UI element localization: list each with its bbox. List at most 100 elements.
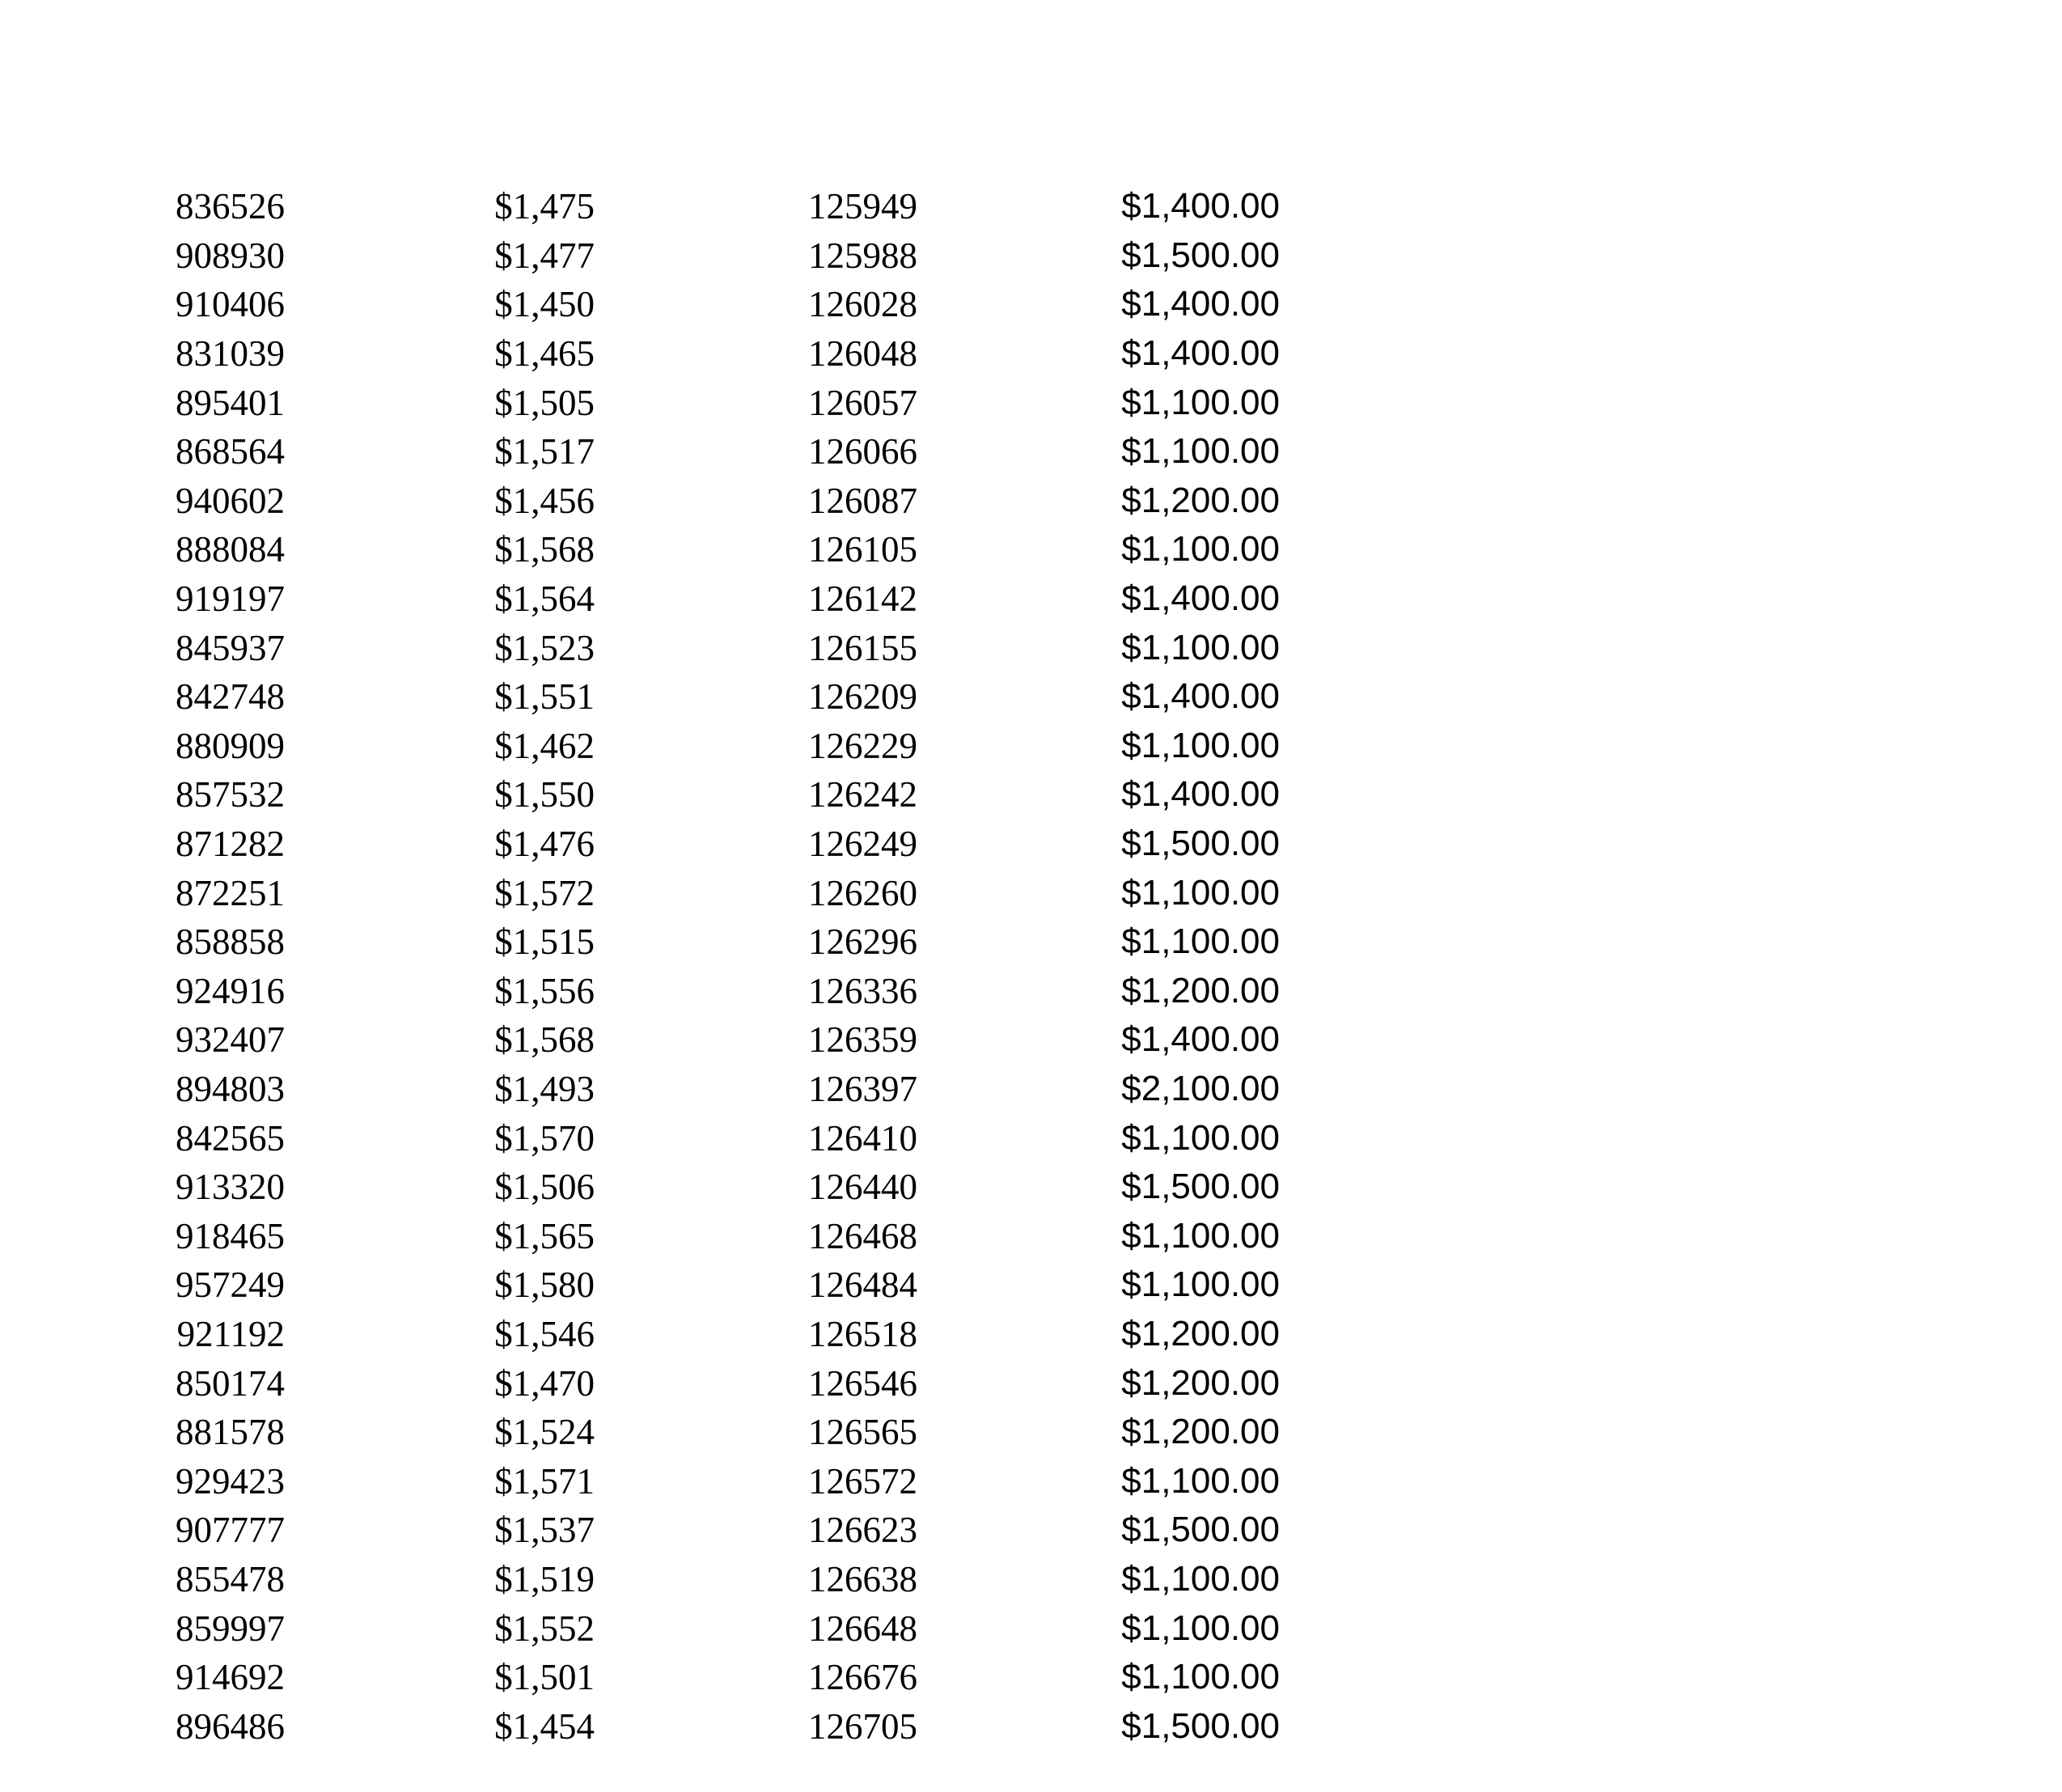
- cell-id-b: 126623: [808, 1510, 917, 1551]
- cell-amount-a: $1,493: [494, 1068, 595, 1109]
- cell-id-a: 910406: [176, 284, 285, 325]
- table-row: 918465 $1,565 126468 $1,100.00: [0, 1211, 1280, 1260]
- cell-id-a: 918465: [176, 1215, 285, 1256]
- cell-id-b: 126260: [808, 872, 917, 913]
- table-row: 842565 $1,570 126410 $1,100.00: [0, 1113, 1280, 1163]
- cell-id-a: 895401: [176, 382, 285, 423]
- cell-amount-b: $1,400.00: [1121, 578, 1280, 619]
- cell-amount-a: $1,572: [494, 872, 595, 913]
- cell-amount-b: $1,200.00: [1121, 1362, 1280, 1403]
- table-row: 957249 $1,580 126484 $1,100.00: [0, 1260, 1280, 1310]
- cell-amount-a: $1,501: [494, 1657, 595, 1698]
- cell-id-b: 126484: [808, 1265, 917, 1306]
- cell-id-b: 126066: [808, 431, 917, 472]
- cell-amount-a: $1,476: [494, 824, 595, 865]
- cell-amount-b: $1,400.00: [1121, 1019, 1280, 1060]
- table-row: 896486 $1,454 126705 $1,500.00: [0, 1701, 1280, 1751]
- cell-id-b: 126638: [808, 1558, 917, 1599]
- cell-amount-b: $1,500.00: [1121, 824, 1280, 864]
- cell-id-a: 913320: [176, 1167, 285, 1208]
- cell-amount-b: $1,400.00: [1121, 186, 1280, 227]
- table-row: 908930 $1,477 125988 $1,500.00: [0, 231, 1280, 281]
- cell-id-a: 894803: [176, 1068, 285, 1109]
- cell-id-a: 850174: [176, 1362, 285, 1404]
- cell-id-b: 126229: [808, 725, 917, 766]
- cell-amount-b: $1,500.00: [1121, 1510, 1280, 1550]
- cell-id-a: 919197: [176, 578, 285, 620]
- cell-id-a: 881578: [176, 1412, 285, 1453]
- table-row: 914692 $1,501 126676 $1,100.00: [0, 1653, 1280, 1702]
- cell-id-b: 126705: [808, 1705, 917, 1747]
- cell-id-b: 126057: [808, 382, 917, 423]
- cell-id-b: 126397: [808, 1068, 917, 1109]
- cell-amount-b: $1,100.00: [1121, 431, 1280, 472]
- cell-amount-b: $1,100.00: [1121, 872, 1280, 913]
- table-row: 919197 $1,564 126142 $1,400.00: [0, 574, 1280, 624]
- table-row: 868564 $1,517 126066 $1,100.00: [0, 427, 1280, 477]
- cell-amount-b: $1,400.00: [1121, 284, 1280, 324]
- table-row: 855478 $1,519 126638 $1,100.00: [0, 1555, 1280, 1604]
- table-row: 924916 $1,556 126336 $1,200.00: [0, 967, 1280, 1016]
- cell-id-b: 126410: [808, 1117, 917, 1159]
- cell-id-b: 126142: [808, 578, 917, 620]
- cell-amount-b: $1,500.00: [1121, 1167, 1280, 1207]
- cell-amount-b: $1,100.00: [1121, 1215, 1280, 1256]
- cell-amount-a: $1,568: [494, 1019, 595, 1061]
- cell-amount-a: $1,546: [494, 1313, 595, 1354]
- cell-id-b: 126155: [808, 627, 917, 668]
- cell-amount-b: $1,400.00: [1121, 774, 1280, 815]
- cell-amount-b: $1,200.00: [1121, 970, 1280, 1010]
- cell-amount-a: $1,505: [494, 382, 595, 423]
- table-row: 845937 $1,523 126155 $1,100.00: [0, 623, 1280, 672]
- cell-id-b: 126359: [808, 1019, 917, 1061]
- cell-amount-b: $1,500.00: [1121, 235, 1280, 275]
- cell-id-a: 896486: [176, 1705, 285, 1747]
- cell-amount-b: $1,200.00: [1121, 1313, 1280, 1354]
- cell-amount-b: $1,100.00: [1121, 1608, 1280, 1648]
- table-row: 881578 $1,524 126565 $1,200.00: [0, 1408, 1280, 1457]
- cell-id-a: 907777: [176, 1510, 285, 1551]
- cell-id-b: 126209: [808, 676, 917, 718]
- cell-id-a: 921192: [176, 1313, 285, 1354]
- cell-id-b: 126648: [808, 1608, 917, 1649]
- cell-id-a: 868564: [176, 431, 285, 472]
- cell-id-b: 126572: [808, 1460, 917, 1502]
- cell-id-a: 836526: [176, 186, 285, 227]
- data-table: 836526 $1,475 125949 $1,400.00 908930 $1,477 1…: [0, 182, 1280, 1751]
- cell-amount-b: $1,100.00: [1121, 921, 1280, 962]
- cell-id-b: 126440: [808, 1167, 917, 1208]
- cell-id-a: 857532: [176, 774, 285, 816]
- table-row: 894803 $1,493 126397 $2,100.00: [0, 1065, 1280, 1114]
- cell-amount-a: $1,556: [494, 970, 595, 1011]
- cell-id-a: 842748: [176, 676, 285, 718]
- cell-amount-a: $1,517: [494, 431, 595, 472]
- cell-amount-a: $1,523: [494, 627, 595, 668]
- cell-id-a: 929423: [176, 1460, 285, 1502]
- cell-id-b: 126048: [808, 333, 917, 375]
- cell-amount-a: $1,506: [494, 1167, 595, 1208]
- table-row: 910406 $1,450 126028 $1,400.00: [0, 280, 1280, 329]
- cell-id-a: 842565: [176, 1117, 285, 1159]
- cell-amount-a: $1,580: [494, 1265, 595, 1306]
- cell-id-a: 888084: [176, 529, 285, 570]
- cell-amount-a: $1,550: [494, 774, 595, 816]
- table-row: 880909 $1,462 126229 $1,100.00: [0, 722, 1280, 771]
- cell-amount-b: $1,100.00: [1121, 1117, 1280, 1158]
- table-row: 859997 $1,552 126648 $1,100.00: [0, 1603, 1280, 1653]
- cell-id-b: 126105: [808, 529, 917, 570]
- cell-amount-a: $1,571: [494, 1460, 595, 1502]
- cell-amount-a: $1,570: [494, 1117, 595, 1159]
- cell-id-a: 859997: [176, 1608, 285, 1649]
- cell-amount-b: $2,100.00: [1121, 1068, 1280, 1108]
- table-row: 858858 $1,515 126296 $1,100.00: [0, 917, 1280, 967]
- cell-amount-a: $1,551: [494, 676, 595, 718]
- cell-id-b: 126242: [808, 774, 917, 816]
- cell-amount-a: $1,456: [494, 480, 595, 521]
- cell-amount-a: $1,519: [494, 1558, 595, 1599]
- cell-id-a: 858858: [176, 921, 285, 963]
- cell-id-a: 914692: [176, 1657, 285, 1698]
- table-row: 850174 $1,470 126546 $1,200.00: [0, 1358, 1280, 1408]
- cell-id-a: 924916: [176, 970, 285, 1011]
- cell-amount-a: $1,477: [494, 235, 595, 276]
